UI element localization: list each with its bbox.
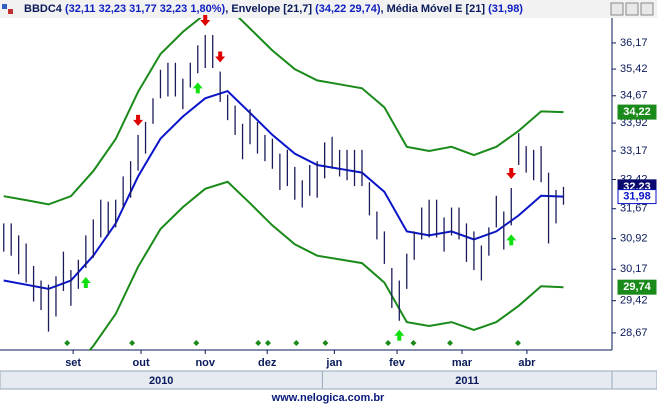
x-tick-label: nov (195, 357, 215, 369)
marker (322, 340, 329, 346)
ma-name: , Média Móvel E [21] (381, 3, 486, 15)
y-tick-label: 31,67 (620, 203, 648, 215)
y-tick-label: 28,67 (620, 327, 648, 339)
buy-arrow (506, 234, 517, 246)
window-button[interactable] (610, 2, 624, 16)
envelope-name: , Envelope [21,7] (225, 3, 312, 15)
x-tick-label: set (65, 357, 81, 369)
x-tick-label: mar (452, 357, 473, 369)
icon (2, 4, 7, 9)
y-tick-label: 29,42 (620, 295, 648, 307)
marker (410, 340, 417, 346)
buy-arrow (192, 82, 203, 94)
y-tick-label: 30,17 (620, 263, 648, 275)
header-bar (0, 0, 657, 18)
marker (514, 340, 521, 346)
marker (255, 340, 262, 346)
sell-arrow (133, 114, 144, 126)
x-tick-label: abr (518, 357, 536, 369)
year-row (0, 370, 657, 390)
marker (264, 340, 271, 346)
value-badge-label: 31,98 (623, 190, 651, 202)
value-badge (617, 279, 657, 295)
indicator-line (3, 89, 564, 290)
y-tick-label: 33,17 (620, 145, 648, 157)
marker (64, 340, 71, 346)
icon (8, 9, 13, 14)
marker (447, 340, 454, 346)
x-tick-label: out (133, 357, 150, 369)
x-tick-label: fev (389, 357, 406, 369)
indicator-line (3, 18, 564, 206)
buy-arrow (80, 277, 91, 289)
value-badge-label: 29,74 (623, 281, 651, 293)
quote: (32,11 32,23 31,77 32,23 1,80%) (62, 3, 226, 15)
sell-arrow (215, 51, 226, 63)
header-text: BBDC4 (32,11 32,23 31,77 32,23 1,80%), E… (24, 3, 523, 15)
y-tick-label: 34,67 (620, 90, 648, 102)
sell-arrow (506, 168, 517, 180)
y-tick-label: 35,42 (620, 63, 648, 75)
y-tick-label: 36,17 (620, 37, 648, 49)
value-badge (617, 104, 657, 120)
footer: www.nelogica.com.br (271, 392, 385, 404)
window-button[interactable] (625, 2, 639, 16)
plot-area (3, 18, 565, 350)
marker (129, 340, 136, 346)
year-label: 2011 (455, 375, 479, 387)
ma-value: (31,98) (485, 3, 523, 15)
buy-arrow (394, 329, 405, 341)
x-tick-label: dez (258, 357, 277, 369)
indicator-line (88, 180, 564, 350)
envelope-values: (34,22 29,74) (312, 3, 381, 15)
year-label: 2010 (149, 375, 173, 387)
x-tick-label: jan (325, 357, 342, 369)
marker (293, 340, 300, 346)
value-badge (617, 189, 657, 205)
window-button[interactable] (640, 2, 654, 16)
symbol: BBDC4 (24, 3, 63, 15)
value-badge-label: 34,22 (623, 106, 651, 118)
sell-arrow (200, 15, 211, 27)
y-tick-label: 30,92 (620, 233, 648, 245)
marker (385, 340, 392, 346)
y-tick-label: 33,92 (620, 117, 648, 129)
marker (193, 340, 200, 346)
